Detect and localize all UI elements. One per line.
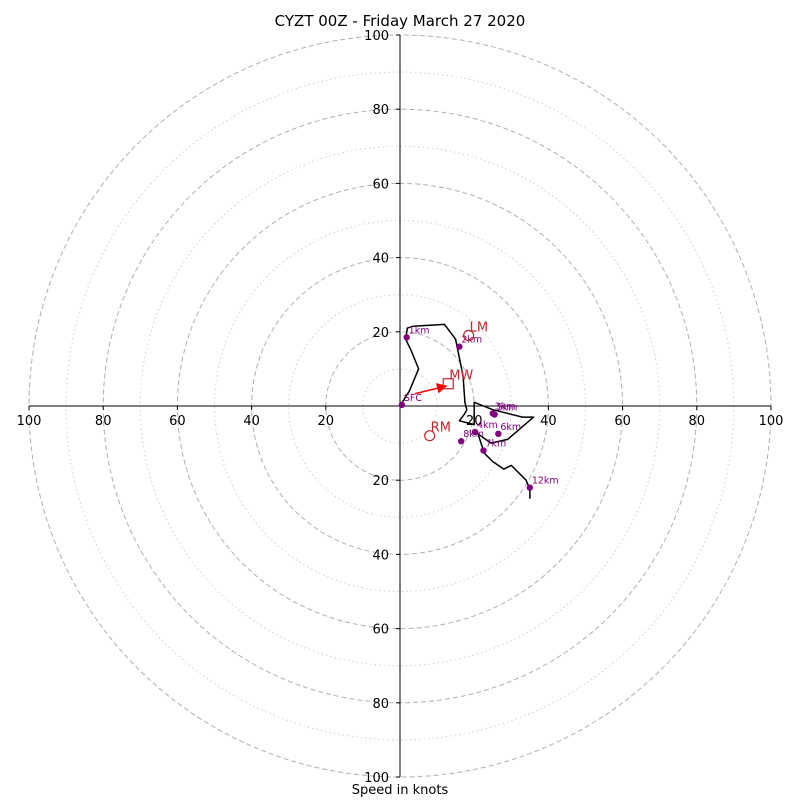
height-label-4km: 4km bbox=[477, 420, 498, 431]
x-tick-label-8: 80 bbox=[689, 414, 706, 429]
height-label-SFC: SFC bbox=[404, 393, 422, 404]
height-label-3km: 3km bbox=[495, 401, 516, 412]
height-marker-1km bbox=[403, 334, 410, 341]
storm-label-LM: LM bbox=[470, 321, 488, 336]
x-tick-label-9: 100 bbox=[759, 414, 784, 429]
y-tick-label-2: 60 bbox=[372, 623, 389, 638]
y-tick-label-0: 100 bbox=[364, 771, 389, 786]
y-tick-label-6: 40 bbox=[372, 252, 389, 267]
y-tick-label-3: 40 bbox=[372, 548, 389, 563]
mean-wind-arrow bbox=[414, 383, 448, 395]
height-marker-SFC bbox=[398, 401, 406, 409]
height-label-8km: 8km bbox=[463, 429, 484, 440]
x-tick-label-1: 80 bbox=[95, 414, 112, 429]
height-marker-7km bbox=[480, 447, 487, 454]
y-tick-label-4: 20 bbox=[372, 474, 389, 489]
x-axis-label: Speed in knots bbox=[351, 783, 449, 798]
chart-title: CYZT 00Z - Friday March 27 2020 bbox=[274, 12, 526, 30]
hodograph-trace bbox=[399, 323, 535, 499]
height-marker-4km bbox=[471, 428, 479, 436]
y-tick-label-1: 80 bbox=[372, 697, 389, 712]
y-tick-label-8: 80 bbox=[372, 103, 389, 118]
height-marker-8km bbox=[458, 438, 465, 445]
height-label-1km: 1km bbox=[409, 325, 430, 336]
storm-label-RM: RM bbox=[431, 421, 451, 436]
storm-label-MW: MW bbox=[449, 369, 473, 384]
x-tick-label-7: 60 bbox=[614, 414, 631, 429]
height-label-7km: 7km bbox=[485, 439, 506, 450]
x-tick-label-0: 100 bbox=[17, 414, 42, 429]
height-marker-6km bbox=[495, 430, 502, 438]
y-tick-label-7: 60 bbox=[372, 177, 389, 192]
storm-marker-RM bbox=[424, 430, 436, 442]
x-tick-label-3: 40 bbox=[243, 414, 260, 429]
height-marker-5km bbox=[491, 411, 498, 418]
height-marker-2km bbox=[456, 343, 463, 350]
y-tick-label-9: 100 bbox=[364, 29, 389, 44]
storm-marker-MW bbox=[442, 378, 454, 390]
height-label-5km: 5km bbox=[497, 403, 518, 414]
height-label-12km: 12km bbox=[532, 476, 559, 487]
height-marker-12km bbox=[526, 484, 534, 491]
height-label-6km: 6km bbox=[500, 422, 521, 433]
x-tick-label-4: 20 bbox=[318, 414, 335, 429]
x-tick-label-2: 60 bbox=[169, 414, 186, 429]
storm-marker-LM bbox=[463, 329, 475, 342]
y-tick-label-5: 20 bbox=[372, 326, 389, 341]
x-tick-label-6: 40 bbox=[540, 414, 557, 429]
